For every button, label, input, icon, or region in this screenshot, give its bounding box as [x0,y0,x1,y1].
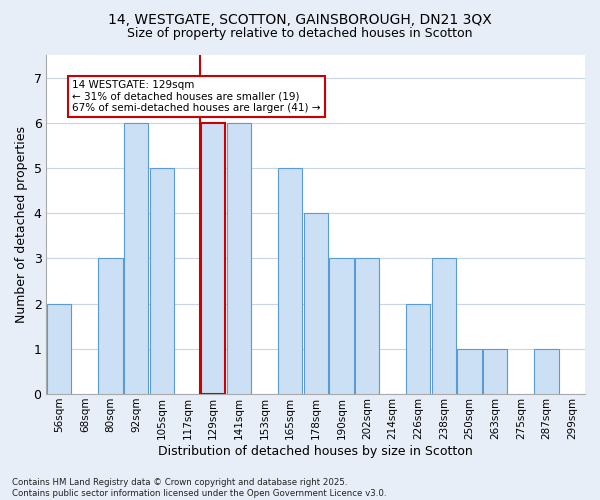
Bar [355,258,379,394]
Bar [432,258,456,394]
Bar [457,349,482,394]
Bar [201,123,226,394]
Text: Contains HM Land Registry data © Crown copyright and database right 2025.
Contai: Contains HM Land Registry data © Crown c… [12,478,386,498]
Bar [98,258,123,394]
Bar [149,168,174,394]
Bar [47,304,71,394]
X-axis label: Distribution of detached houses by size in Scotton: Distribution of detached houses by size … [158,444,473,458]
Y-axis label: Number of detached properties: Number of detached properties [15,126,28,323]
Text: 14 WESTGATE: 129sqm
← 31% of detached houses are smaller (19)
67% of semi-detach: 14 WESTGATE: 129sqm ← 31% of detached ho… [72,80,320,113]
Bar [304,213,328,394]
Bar [227,123,251,394]
Bar [329,258,353,394]
Text: Size of property relative to detached houses in Scotton: Size of property relative to detached ho… [127,28,473,40]
Bar [124,123,148,394]
Text: 14, WESTGATE, SCOTTON, GAINSBOROUGH, DN21 3QX: 14, WESTGATE, SCOTTON, GAINSBOROUGH, DN2… [108,12,492,26]
Bar [278,168,302,394]
Bar [406,304,430,394]
Bar [483,349,508,394]
Bar [535,349,559,394]
